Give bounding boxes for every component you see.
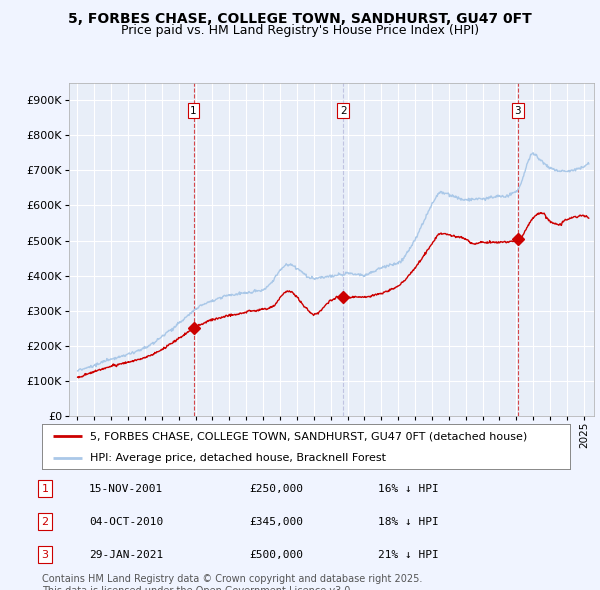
Text: 29-JAN-2021: 29-JAN-2021 (89, 550, 163, 559)
Text: 5, FORBES CHASE, COLLEGE TOWN, SANDHURST, GU47 0FT: 5, FORBES CHASE, COLLEGE TOWN, SANDHURST… (68, 12, 532, 26)
Text: 3: 3 (41, 550, 49, 559)
Text: 2: 2 (340, 106, 347, 116)
Text: 04-OCT-2010: 04-OCT-2010 (89, 517, 163, 526)
Text: 1: 1 (41, 484, 49, 493)
Text: 1: 1 (190, 106, 197, 116)
Text: 18% ↓ HPI: 18% ↓ HPI (378, 517, 439, 526)
Text: 3: 3 (514, 106, 521, 116)
Text: £500,000: £500,000 (249, 550, 303, 559)
Text: £345,000: £345,000 (249, 517, 303, 526)
Text: £250,000: £250,000 (249, 484, 303, 493)
Text: 5, FORBES CHASE, COLLEGE TOWN, SANDHURST, GU47 0FT (detached house): 5, FORBES CHASE, COLLEGE TOWN, SANDHURST… (89, 431, 527, 441)
Text: Contains HM Land Registry data © Crown copyright and database right 2025.
This d: Contains HM Land Registry data © Crown c… (42, 574, 422, 590)
Text: 16% ↓ HPI: 16% ↓ HPI (378, 484, 439, 493)
Text: HPI: Average price, detached house, Bracknell Forest: HPI: Average price, detached house, Brac… (89, 453, 386, 463)
Text: Price paid vs. HM Land Registry's House Price Index (HPI): Price paid vs. HM Land Registry's House … (121, 24, 479, 37)
Text: 21% ↓ HPI: 21% ↓ HPI (378, 550, 439, 559)
Text: 15-NOV-2001: 15-NOV-2001 (89, 484, 163, 493)
Text: 2: 2 (41, 517, 49, 526)
